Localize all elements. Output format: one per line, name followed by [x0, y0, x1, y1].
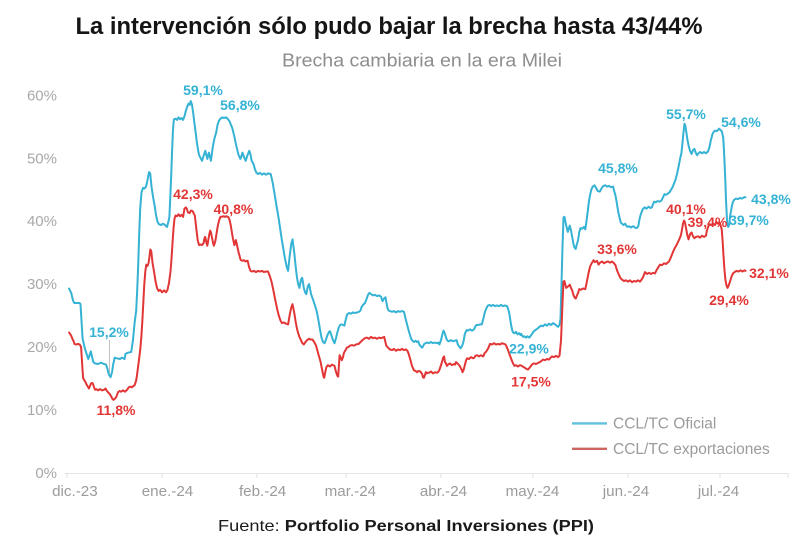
svg-text:40,8%: 40,8% — [214, 201, 254, 217]
svg-text:jul.-24: jul.-24 — [697, 483, 739, 500]
svg-text:may.-24: may.-24 — [506, 483, 560, 500]
svg-text:60%: 60% — [27, 87, 57, 104]
svg-text:feb.-24: feb.-24 — [239, 483, 286, 500]
svg-text:dic.-23: dic.-23 — [52, 483, 98, 500]
svg-text:Brecha cambiaria en la era Mil: Brecha cambiaria en la era Milei — [282, 51, 562, 71]
svg-text:30%: 30% — [27, 276, 57, 293]
svg-text:10%: 10% — [27, 402, 57, 419]
svg-text:20%: 20% — [27, 339, 57, 356]
svg-text:43,8%: 43,8% — [751, 191, 791, 207]
svg-text:29,4%: 29,4% — [709, 292, 749, 308]
svg-text:jun.-24: jun.-24 — [602, 483, 649, 500]
svg-text:CCL/TC Oficial: CCL/TC Oficial — [613, 416, 716, 433]
svg-text:56,8%: 56,8% — [220, 97, 260, 113]
svg-text:40,1%: 40,1% — [666, 201, 706, 217]
svg-text:0%: 0% — [35, 465, 57, 482]
svg-text:42,3%: 42,3% — [173, 186, 213, 202]
svg-text:22,9%: 22,9% — [509, 341, 549, 357]
svg-text:15,2%: 15,2% — [89, 324, 129, 340]
svg-text:abr.-24: abr.-24 — [420, 483, 467, 500]
svg-text:55,7%: 55,7% — [666, 106, 706, 122]
svg-text:La intervención sólo pudo baja: La intervención sólo pudo bajar la brech… — [76, 13, 703, 40]
svg-text:mar.-24: mar.-24 — [325, 483, 377, 500]
svg-text:32,1%: 32,1% — [749, 265, 789, 281]
svg-text:Fuente: Portfolio Personal Inv: Fuente: Portfolio Personal Inversiones (… — [218, 518, 594, 535]
svg-text:CCL/TC exportaciones: CCL/TC exportaciones — [613, 441, 770, 458]
svg-text:ene.-24: ene.-24 — [142, 483, 194, 500]
svg-text:45,8%: 45,8% — [598, 160, 638, 176]
svg-text:11,8%: 11,8% — [97, 402, 136, 418]
svg-text:59,1%: 59,1% — [183, 82, 223, 98]
svg-text:17,5%: 17,5% — [511, 374, 551, 390]
svg-text:40%: 40% — [27, 213, 57, 230]
svg-text:54,6%: 54,6% — [721, 114, 761, 130]
svg-text:39,4%: 39,4% — [688, 214, 728, 230]
svg-text:50%: 50% — [27, 150, 57, 167]
svg-text:33,6%: 33,6% — [597, 241, 637, 257]
svg-text:39,7%: 39,7% — [729, 212, 769, 228]
